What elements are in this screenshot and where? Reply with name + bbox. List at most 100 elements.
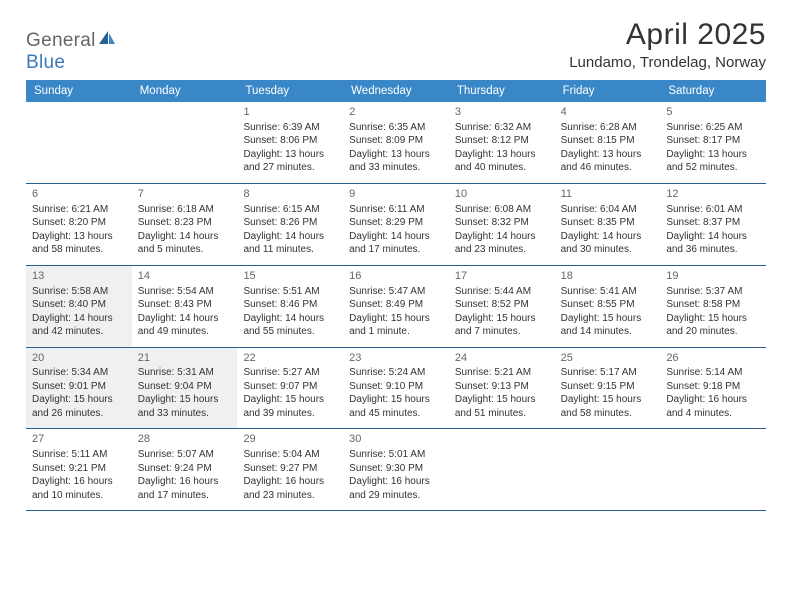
daylight-text: Daylight: 14 hours bbox=[243, 312, 337, 326]
day-number: 21 bbox=[138, 351, 232, 366]
sunset-text: Sunset: 8:43 PM bbox=[138, 298, 232, 312]
sunset-text: Sunset: 8:26 PM bbox=[243, 216, 337, 230]
sunrise-text: Sunrise: 6:35 AM bbox=[349, 121, 443, 135]
daylight-text: Daylight: 16 hours bbox=[138, 475, 232, 489]
daylight-text: and 23 minutes. bbox=[243, 489, 337, 503]
calendar-cell: 8Sunrise: 6:15 AMSunset: 8:26 PMDaylight… bbox=[237, 184, 343, 265]
day-number: 28 bbox=[138, 432, 232, 447]
daylight-text: Daylight: 15 hours bbox=[243, 393, 337, 407]
sunrise-text: Sunrise: 5:58 AM bbox=[32, 285, 126, 299]
daylight-text: and 14 minutes. bbox=[561, 325, 655, 339]
daylight-text: Daylight: 16 hours bbox=[243, 475, 337, 489]
sunrise-text: Sunrise: 6:11 AM bbox=[349, 203, 443, 217]
calendar-cell: 7Sunrise: 6:18 AMSunset: 8:23 PMDaylight… bbox=[132, 184, 238, 265]
calendar-cell: 22Sunrise: 5:27 AMSunset: 9:07 PMDayligh… bbox=[237, 348, 343, 429]
daylight-text: and 58 minutes. bbox=[561, 407, 655, 421]
day-number: 7 bbox=[138, 187, 232, 202]
sunrise-text: Sunrise: 6:25 AM bbox=[666, 121, 760, 135]
daylight-text: Daylight: 15 hours bbox=[455, 393, 549, 407]
calendar-cell: 23Sunrise: 5:24 AMSunset: 9:10 PMDayligh… bbox=[343, 348, 449, 429]
day-number: 13 bbox=[32, 269, 126, 284]
daylight-text: and 52 minutes. bbox=[666, 161, 760, 175]
daylight-text: Daylight: 15 hours bbox=[349, 312, 443, 326]
calendar-week: 27Sunrise: 5:11 AMSunset: 9:21 PMDayligh… bbox=[26, 429, 766, 511]
sunrise-text: Sunrise: 5:01 AM bbox=[349, 448, 443, 462]
sunset-text: Sunset: 8:49 PM bbox=[349, 298, 443, 312]
dayhead-wed: Wednesday bbox=[343, 80, 449, 102]
day-number: 18 bbox=[561, 269, 655, 284]
calendar-cell: 5Sunrise: 6:25 AMSunset: 8:17 PMDaylight… bbox=[660, 102, 766, 183]
sunrise-text: Sunrise: 5:34 AM bbox=[32, 366, 126, 380]
daylight-text: Daylight: 14 hours bbox=[349, 230, 443, 244]
daylight-text: and 33 minutes. bbox=[138, 407, 232, 421]
day-number: 30 bbox=[349, 432, 443, 447]
calendar-cell: 11Sunrise: 6:04 AMSunset: 8:35 PMDayligh… bbox=[555, 184, 661, 265]
calendar-cell-empty bbox=[555, 429, 661, 510]
daylight-text: and 23 minutes. bbox=[455, 243, 549, 257]
calendar-cell: 30Sunrise: 5:01 AMSunset: 9:30 PMDayligh… bbox=[343, 429, 449, 510]
calendar-cell: 13Sunrise: 5:58 AMSunset: 8:40 PMDayligh… bbox=[26, 266, 132, 347]
daylight-text: Daylight: 14 hours bbox=[138, 312, 232, 326]
sunrise-text: Sunrise: 6:15 AM bbox=[243, 203, 337, 217]
calendar-cell: 20Sunrise: 5:34 AMSunset: 9:01 PMDayligh… bbox=[26, 348, 132, 429]
day-number: 12 bbox=[666, 187, 760, 202]
sunrise-text: Sunrise: 6:21 AM bbox=[32, 203, 126, 217]
daylight-text: Daylight: 13 hours bbox=[349, 148, 443, 162]
calendar-cell: 15Sunrise: 5:51 AMSunset: 8:46 PMDayligh… bbox=[237, 266, 343, 347]
daylight-text: Daylight: 14 hours bbox=[561, 230, 655, 244]
day-number: 19 bbox=[666, 269, 760, 284]
sunset-text: Sunset: 8:29 PM bbox=[349, 216, 443, 230]
daylight-text: and 4 minutes. bbox=[666, 407, 760, 421]
daylight-text: Daylight: 16 hours bbox=[32, 475, 126, 489]
sunset-text: Sunset: 8:23 PM bbox=[138, 216, 232, 230]
sunrise-text: Sunrise: 6:28 AM bbox=[561, 121, 655, 135]
calendar-cell: 25Sunrise: 5:17 AMSunset: 9:15 PMDayligh… bbox=[555, 348, 661, 429]
calendar-cell: 12Sunrise: 6:01 AMSunset: 8:37 PMDayligh… bbox=[660, 184, 766, 265]
sunrise-text: Sunrise: 5:51 AM bbox=[243, 285, 337, 299]
daylight-text: Daylight: 16 hours bbox=[666, 393, 760, 407]
sunrise-text: Sunrise: 6:18 AM bbox=[138, 203, 232, 217]
daylight-text: and 20 minutes. bbox=[666, 325, 760, 339]
daylight-text: and 45 minutes. bbox=[349, 407, 443, 421]
sunset-text: Sunset: 9:10 PM bbox=[349, 380, 443, 394]
calendar-cell-empty bbox=[132, 102, 238, 183]
header: GeneralBlue April 2025 Lundamo, Trondela… bbox=[26, 18, 766, 74]
day-number: 3 bbox=[455, 105, 549, 120]
daylight-text: Daylight: 13 hours bbox=[455, 148, 549, 162]
calendar-cell: 10Sunrise: 6:08 AMSunset: 8:32 PMDayligh… bbox=[449, 184, 555, 265]
day-number: 2 bbox=[349, 105, 443, 120]
dayhead-sun: Sunday bbox=[26, 80, 132, 102]
calendar-week: 20Sunrise: 5:34 AMSunset: 9:01 PMDayligh… bbox=[26, 348, 766, 430]
sunset-text: Sunset: 8:20 PM bbox=[32, 216, 126, 230]
logo-general: General bbox=[26, 30, 96, 51]
daylight-text: Daylight: 15 hours bbox=[561, 393, 655, 407]
calendar-cell: 21Sunrise: 5:31 AMSunset: 9:04 PMDayligh… bbox=[132, 348, 238, 429]
calendar-header-row: Sunday Monday Tuesday Wednesday Thursday… bbox=[26, 80, 766, 102]
daylight-text: and 5 minutes. bbox=[138, 243, 232, 257]
day-number: 16 bbox=[349, 269, 443, 284]
calendar-cell-empty bbox=[449, 429, 555, 510]
page-title: April 2025 bbox=[569, 18, 766, 52]
dayhead-sat: Saturday bbox=[660, 80, 766, 102]
sunset-text: Sunset: 9:07 PM bbox=[243, 380, 337, 394]
daylight-text: Daylight: 15 hours bbox=[561, 312, 655, 326]
sunset-text: Sunset: 8:06 PM bbox=[243, 134, 337, 148]
sunset-text: Sunset: 8:58 PM bbox=[666, 298, 760, 312]
calendar-cell-empty bbox=[660, 429, 766, 510]
sail-icon bbox=[98, 30, 116, 52]
calendar-cell: 2Sunrise: 6:35 AMSunset: 8:09 PMDaylight… bbox=[343, 102, 449, 183]
sunset-text: Sunset: 8:55 PM bbox=[561, 298, 655, 312]
daylight-text: and 33 minutes. bbox=[349, 161, 443, 175]
daylight-text: Daylight: 14 hours bbox=[243, 230, 337, 244]
sunset-text: Sunset: 8:12 PM bbox=[455, 134, 549, 148]
day-number: 11 bbox=[561, 187, 655, 202]
daylight-text: Daylight: 13 hours bbox=[243, 148, 337, 162]
day-number: 25 bbox=[561, 351, 655, 366]
sunrise-text: Sunrise: 5:37 AM bbox=[666, 285, 760, 299]
daylight-text: and 29 minutes. bbox=[349, 489, 443, 503]
logo-blue: Blue bbox=[26, 52, 65, 73]
daylight-text: Daylight: 14 hours bbox=[666, 230, 760, 244]
sunset-text: Sunset: 9:01 PM bbox=[32, 380, 126, 394]
sunset-text: Sunset: 8:52 PM bbox=[455, 298, 549, 312]
daylight-text: Daylight: 15 hours bbox=[32, 393, 126, 407]
